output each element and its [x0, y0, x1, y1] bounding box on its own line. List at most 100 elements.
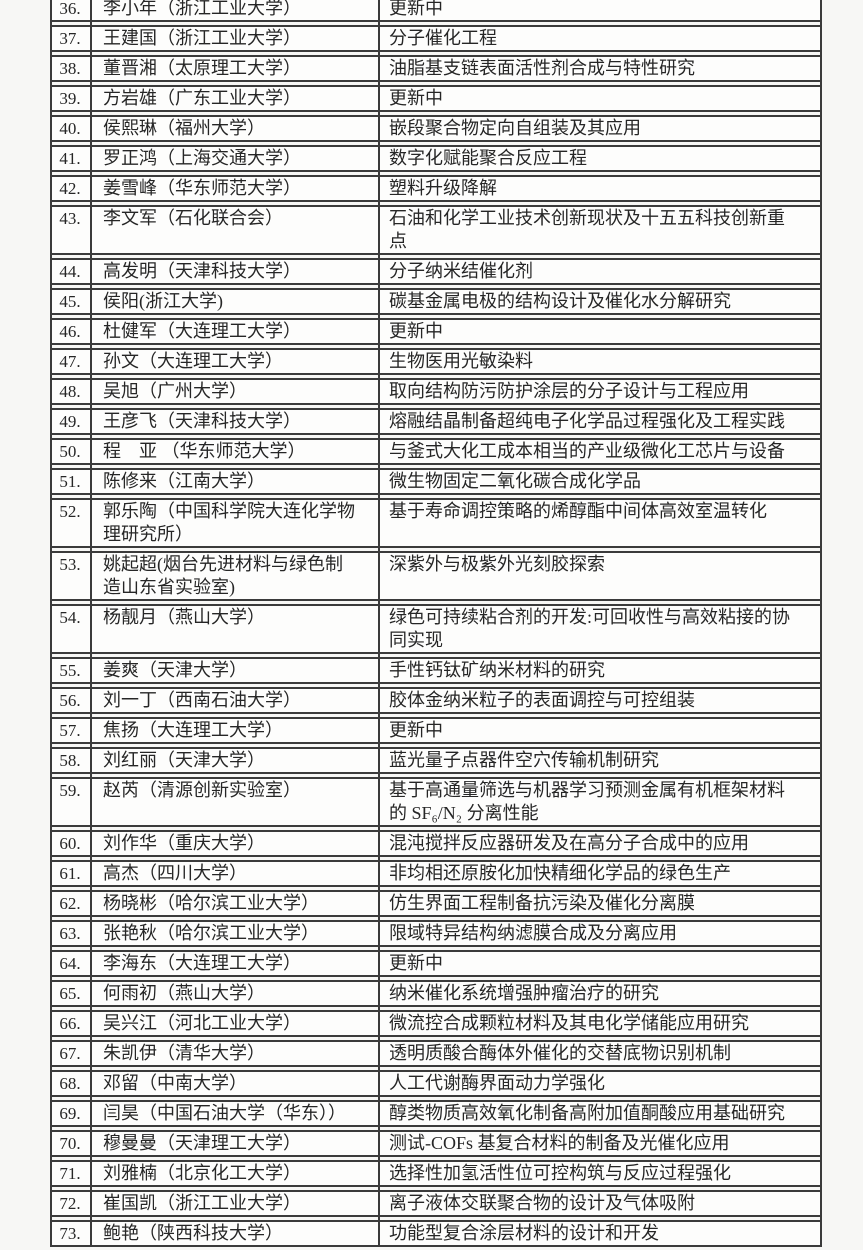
table-row: 42. 姜雪峰（华东师范大学） 塑料升级降解	[50, 175, 822, 202]
row-number: 63.	[59, 924, 81, 943]
column-divider-name-topic	[378, 0, 380, 1246]
member-name: 罗正鸿（上海交通大学）	[103, 148, 301, 168]
member-name: 杜健军（大连理工大学）	[103, 321, 301, 341]
row-number: 41.	[59, 149, 81, 168]
row-number: 46.	[59, 322, 81, 341]
table-row: 59. 赵芮（清源创新实验室） 基于高通量筛选与机器学习预测金属有机框架材料的 …	[50, 777, 822, 827]
table-border-right	[820, 0, 822, 1246]
member-name: 董晋湘（太原理工大学）	[103, 58, 301, 78]
report-topic: 碳基金属电极的结构设计及催化水分解研究	[389, 291, 731, 311]
table-row: 70. 穆曼曼（天津理工大学） 测试-COFs 基复合材料的制备及光催化应用	[50, 1130, 822, 1157]
table-row: 48. 吴旭（广州大学） 取向结构防污防护涂层的分子设计与工程应用	[50, 378, 822, 405]
table-row: 50. 程 亚 （华东师范大学） 与釜式大化工成本相当的产业级微化工芯片与设备	[50, 438, 822, 465]
member-name: 李文军（石化联合会）	[103, 208, 283, 228]
row-number: 36.	[59, 0, 81, 18]
member-name: 姜爽（天津大学）	[103, 660, 247, 680]
row-number: 59.	[59, 781, 81, 800]
row-number: 57.	[59, 721, 81, 740]
table-row: 51. 陈修来（江南大学） 微生物固定二氧化碳合成化学品	[50, 468, 822, 495]
row-number: 38.	[59, 59, 81, 78]
row-number: 37.	[59, 29, 81, 48]
report-topic: 更新中	[389, 88, 443, 108]
row-number: 69.	[59, 1104, 81, 1123]
member-name: 吴旭（广州大学）	[103, 381, 247, 401]
member-name: 吴兴江（河北工业大学）	[103, 1013, 301, 1033]
table-row: 47. 孙文（大连理工大学） 生物医用光敏染料	[50, 348, 822, 375]
report-topic: 塑料升级降解	[389, 178, 497, 198]
report-topic: 绿色可持续粘合剂的开发:可回收性与高效粘接的协同实现	[389, 607, 790, 650]
table-row: 39. 方岩雄（广东工业大学） 更新中	[50, 85, 822, 112]
row-number: 67.	[59, 1044, 81, 1063]
table-row: 67. 朱凯伊（清华大学） 透明质酸合酶体外催化的交替底物识别机制	[50, 1040, 822, 1067]
table-row: 61. 高杰（四川大学） 非均相还原胺化加快精细化学品的绿色生产	[50, 860, 822, 887]
member-name: 高杰（四川大学）	[103, 863, 247, 883]
member-name: 何雨初（燕山大学）	[103, 983, 265, 1003]
report-topic: 更新中	[389, 321, 443, 341]
row-number: 53.	[59, 555, 81, 574]
report-topic: 透明质酸合酶体外催化的交替底物识别机制	[389, 1043, 731, 1063]
table-row: 73. 鲍艳（陕西科技大学） 功能型复合涂层材料的设计和开发	[50, 1220, 822, 1247]
member-name: 焦扬（大连理工大学）	[103, 720, 283, 740]
row-number: 56.	[59, 691, 81, 710]
member-name: 赵芮（清源创新实验室）	[103, 780, 301, 800]
table-row: 43. 李文军（石化联合会） 石油和化学工业技术创新现状及十五五科技创新重点	[50, 205, 822, 255]
report-topic: 功能型复合涂层材料的设计和开发	[389, 1223, 659, 1243]
member-name: 孙文（大连理工大学）	[103, 351, 283, 371]
member-name: 刘作华（重庆大学）	[103, 833, 265, 853]
table-row: 64. 李海东（大连理工大学） 更新中	[50, 950, 822, 977]
table-row: 60. 刘作华（重庆大学） 混沌搅拌反应器研发及在高分子合成中的应用	[50, 830, 822, 857]
report-topic: 更新中	[389, 0, 443, 18]
report-topic: 测试-COFs 基复合材料的制备及光催化应用	[389, 1133, 730, 1153]
member-name: 侯熙琳（福州大学）	[103, 118, 265, 138]
row-number: 73.	[59, 1224, 81, 1243]
report-topic: 深紫外与极紫外光刻胶探索	[389, 554, 605, 574]
table-row: 56. 刘一丁（西南石油大学） 胶体金纳米粒子的表面调控与可控组装	[50, 687, 822, 714]
roster-table: 36. 李小年（浙江工业大学） 更新中 37. 王建国（浙江工业大学） 分子催化…	[50, 0, 822, 1247]
row-number: 61.	[59, 864, 81, 883]
member-name: 刘一丁（西南石油大学）	[103, 690, 301, 710]
column-divider-number-name	[90, 0, 92, 1246]
member-name: 姚起超(烟台先进材料与绿色制造山东省实验室)	[103, 554, 343, 597]
report-topic: 微流控合成颗粒材料及其电化学储能应用研究	[389, 1013, 749, 1033]
report-topic: 选择性加氢活性位可控构筑与反应过程强化	[389, 1163, 731, 1183]
report-topic: 非均相还原胺化加快精细化学品的绿色生产	[389, 863, 731, 883]
report-topic: 胶体金纳米粒子的表面调控与可控组装	[389, 690, 695, 710]
member-name: 杨晓彬（哈尔滨工业大学）	[103, 893, 319, 913]
row-number: 58.	[59, 751, 81, 770]
row-number: 66.	[59, 1014, 81, 1033]
table-row: 58. 刘红丽（天津大学） 蓝光量子点器件空穴传输机制研究	[50, 747, 822, 774]
row-number: 40.	[59, 119, 81, 138]
row-number: 43.	[59, 209, 81, 228]
member-name: 邓留（中南大学）	[103, 1073, 247, 1093]
table-row: 45. 侯阳(浙江大学) 碳基金属电极的结构设计及催化水分解研究	[50, 288, 822, 315]
member-name: 王彦飞（天津科技大学）	[103, 411, 301, 431]
report-topic: 醇类物质高效氧化制备高附加值酮酸应用基础研究	[389, 1103, 785, 1123]
report-topic: 分子催化工程	[389, 28, 497, 48]
row-number: 44.	[59, 262, 81, 281]
row-number: 54.	[59, 608, 81, 627]
report-topic: 混沌搅拌反应器研发及在高分子合成中的应用	[389, 833, 749, 853]
table-row: 69. 闫昊（中国石油大学（华东）） 醇类物质高效氧化制备高附加值酮酸应用基础研…	[50, 1100, 822, 1127]
member-name: 李小年（浙江工业大学）	[103, 0, 301, 18]
row-number: 50.	[59, 442, 81, 461]
table-row: 62. 杨晓彬（哈尔滨工业大学） 仿生界面工程制备抗污染及催化分离膜	[50, 890, 822, 917]
table-row: 55. 姜爽（天津大学） 手性钙钛矿纳米材料的研究	[50, 657, 822, 684]
report-topic: 微生物固定二氧化碳合成化学品	[389, 471, 641, 491]
report-topic: 油脂基支链表面活性剂合成与特性研究	[389, 58, 695, 78]
table-row: 66. 吴兴江（河北工业大学） 微流控合成颗粒材料及其电化学储能应用研究	[50, 1010, 822, 1037]
report-topic: 取向结构防污防护涂层的分子设计与工程应用	[389, 381, 749, 401]
table-row: 37. 王建国（浙江工业大学） 分子催化工程	[50, 25, 822, 52]
report-topic: 石油和化学工业技术创新现状及十五五科技创新重点	[389, 208, 785, 251]
report-topic: 基于寿命调控策略的烯醇酯中间体高效室温转化	[389, 501, 767, 521]
table-row: 65. 何雨初（燕山大学） 纳米催化系统增强肿瘤治疗的研究	[50, 980, 822, 1007]
member-name: 王建国（浙江工业大学）	[103, 28, 301, 48]
member-name: 刘雅楠（北京化工大学）	[103, 1163, 301, 1183]
member-name: 朱凯伊（清华大学）	[103, 1043, 265, 1063]
table-border-left	[50, 0, 52, 1246]
row-number: 60.	[59, 834, 81, 853]
row-number: 42.	[59, 179, 81, 198]
report-topic: 离子液体交联聚合物的设计及气体吸附	[389, 1193, 695, 1213]
row-number: 68.	[59, 1074, 81, 1093]
table-row: 38. 董晋湘（太原理工大学） 油脂基支链表面活性剂合成与特性研究	[50, 55, 822, 82]
member-name: 姜雪峰（华东师范大学）	[103, 178, 301, 198]
